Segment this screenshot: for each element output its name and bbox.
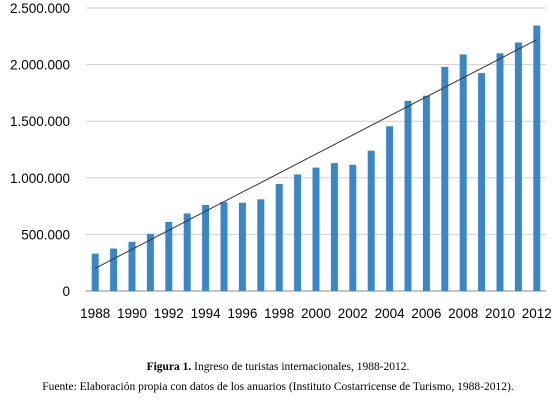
x-tick-label: 1994 (191, 306, 222, 321)
bar-2004 (386, 126, 394, 291)
bar-2002 (349, 164, 357, 291)
bar-2006 (422, 95, 430, 291)
linear-trendline (94, 39, 538, 269)
x-tick-label: 1996 (227, 306, 257, 321)
bar-2010 (496, 53, 504, 291)
x-tick-label: 2002 (338, 306, 368, 321)
y-axis-tick-labels: 0 500.000 1.000.000 1.500.000 2.000.000 2.500… (10, 1, 70, 299)
bar-1992 (165, 221, 173, 291)
bar-1995 (220, 202, 228, 291)
bar-1996 (238, 202, 246, 291)
bar-2011 (514, 42, 522, 291)
x-tick-label: 1988 (80, 306, 110, 321)
bar-series (91, 25, 541, 292)
x-tick-label: 1990 (117, 306, 147, 321)
bar-1990 (128, 241, 136, 291)
x-tick-label: 2000 (301, 306, 331, 321)
figure-title: Ingreso de turistas internacionales, 198… (194, 361, 410, 373)
bar-2009 (478, 73, 486, 291)
bar-1994 (202, 204, 210, 291)
y-tick-label: 0 (62, 284, 70, 299)
x-tick-label: 1992 (154, 306, 184, 321)
bar-1999 (294, 174, 302, 291)
bar-1993 (183, 213, 191, 291)
bar-2012 (533, 25, 541, 292)
figure-number: Figura 1. (146, 361, 192, 373)
trendline-layer (94, 39, 538, 269)
bar-1988 (91, 253, 99, 291)
bar-2008 (459, 54, 467, 291)
bar-chart: 0 500.000 1.000.000 1.500.000 2.000.000 2.500… (10, 1, 552, 321)
y-tick-label: 500.000 (21, 227, 70, 242)
x-tick-label: 2010 (485, 306, 515, 321)
bar-2000 (312, 167, 320, 291)
bar-1989 (110, 248, 118, 291)
y-tick-label: 2.000.000 (10, 58, 70, 73)
bar-2003 (367, 150, 375, 291)
x-tick-label: 1998 (264, 306, 294, 321)
x-tick-label: 2012 (522, 306, 552, 321)
bar-2001 (330, 163, 338, 291)
x-axis-tick-labels: 1988 1990 1992 1994 1996 1998 2000 2002 2004 2006… (80, 306, 552, 321)
y-tick-label: 1.000.000 (10, 171, 70, 186)
bar-1991 (146, 233, 154, 291)
x-tick-label: 2006 (411, 306, 441, 321)
bar-2007 (441, 66, 449, 291)
bar-1998 (275, 184, 283, 291)
x-tick-label: 2008 (448, 306, 478, 321)
x-tick-label: 2004 (375, 306, 406, 321)
figure-source: Fuente: Elaboración propia con datos de … (42, 381, 514, 393)
bar-2005 (404, 100, 412, 291)
y-tick-label: 2.500.000 (10, 1, 70, 16)
y-tick-label: 1.500.000 (10, 114, 70, 129)
bar-1997 (257, 199, 265, 291)
figure-caption: Figura 1. Ingreso de turistas internacio… (0, 361, 556, 373)
